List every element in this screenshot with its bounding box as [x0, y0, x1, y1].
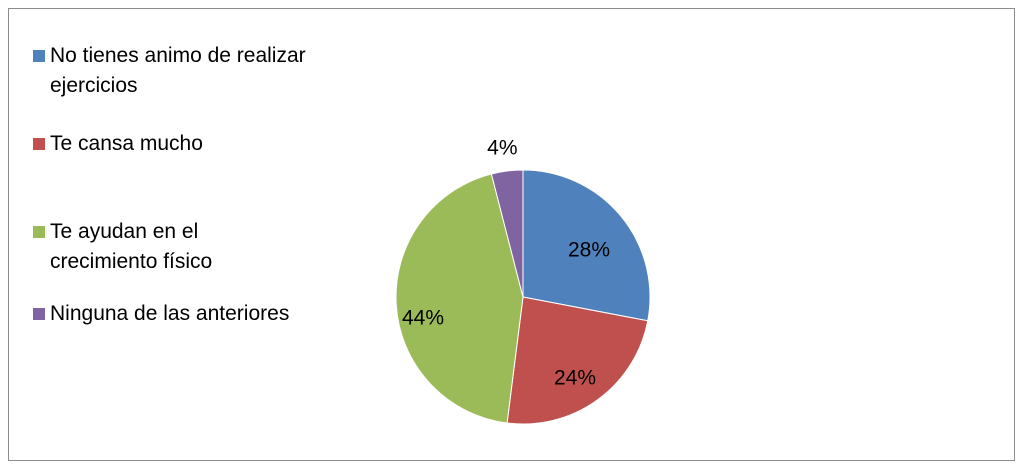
legend-item-no-animo: No tienes animo de realizar ejercicios: [33, 41, 310, 101]
pie-slice-te-ayudan: [395, 173, 524, 424]
legend-label-ninguna: Ninguna de las anteriores: [50, 302, 290, 325]
legend-swatch-no-animo: [33, 50, 45, 62]
legend-item-te-cansa: Te cansa mucho: [33, 129, 310, 159]
data-label-te-ayudan: 44%: [402, 307, 444, 330]
pie-slice-te-cansa: [506, 296, 649, 425]
legend-swatch-ninguna: [33, 308, 45, 320]
legend-item-ninguna: Ninguna de las anteriores: [33, 299, 310, 329]
legend-item-te-ayudan: Te ayudan en el crecimiento físico: [33, 217, 310, 277]
pie-slice-ninguna: [490, 169, 524, 298]
legend-label-te-cansa: Te cansa mucho: [50, 132, 203, 155]
chart-area: No tienes animo de realizar ejercicios T…: [8, 8, 1015, 461]
data-label-te-cansa: 24%: [554, 367, 596, 390]
data-label-no-animo: 28%: [568, 239, 610, 262]
pie-chart: 28% 24% 44% 4%: [395, 137, 651, 425]
legend-swatch-te-cansa: [33, 138, 45, 150]
data-label-ninguna: 4%: [487, 137, 517, 160]
legend-label-no-animo: No tienes animo de realizar ejercicios: [50, 44, 306, 97]
pie-slice-no-animo: [522, 169, 651, 322]
legend-label-te-ayudan: Te ayudan en el crecimiento físico: [50, 220, 213, 273]
legend-swatch-te-ayudan: [33, 226, 45, 238]
